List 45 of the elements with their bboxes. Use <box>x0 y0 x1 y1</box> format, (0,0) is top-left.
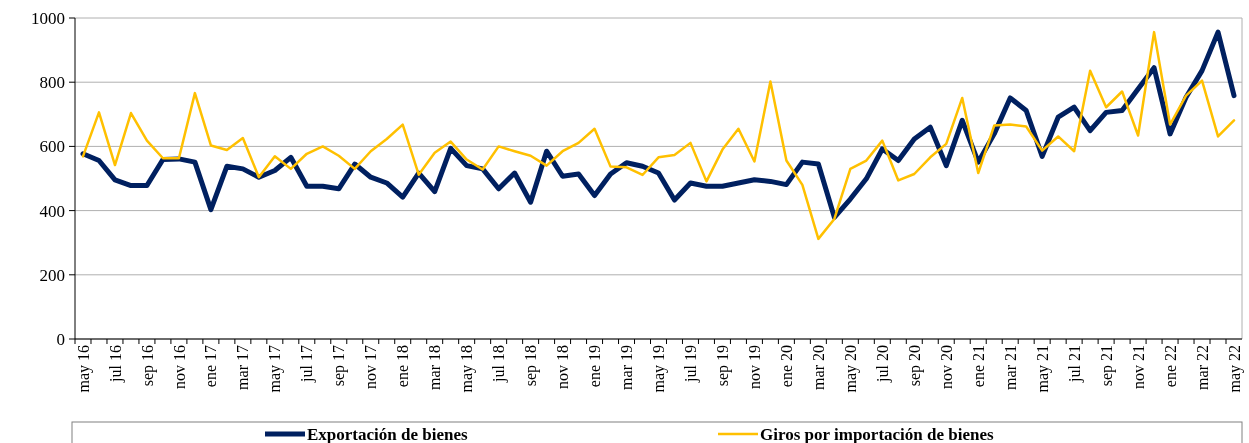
x-tick-label: ene 17 <box>202 345 220 388</box>
y-tick-label: 600 <box>39 137 65 157</box>
x-tick-label: may 17 <box>266 345 285 393</box>
x-tick-label: jul 18 <box>490 345 509 383</box>
x-tick-label: sep 21 <box>1097 345 1116 387</box>
x-tick-label: sep 16 <box>138 345 157 387</box>
x-tick-label: mar 17 <box>234 345 252 390</box>
x-tick-label: may 18 <box>458 345 477 393</box>
x-tick-label: jul 16 <box>106 345 125 383</box>
y-tick-label: 800 <box>39 73 65 93</box>
x-tick-label: nov 20 <box>937 345 955 389</box>
x-tick-label: sep 20 <box>905 345 924 387</box>
x-tick-label: mar 22 <box>1193 345 1211 390</box>
x-tick-label: nov 16 <box>170 345 188 389</box>
x-tick-label: jul 20 <box>873 345 892 383</box>
x-tick-label: sep 19 <box>714 345 733 387</box>
x-tick-label: nov 18 <box>554 345 572 389</box>
y-tick-label: 400 <box>39 201 65 221</box>
x-tick-label: may 19 <box>650 345 669 393</box>
y-tick-label: 0 <box>56 329 65 349</box>
y-tick-label: 1000 <box>31 8 65 28</box>
x-tick-label: jul 19 <box>682 345 701 383</box>
x-tick-label: jul 17 <box>298 345 317 383</box>
x-tick-label: ene 22 <box>1161 345 1179 388</box>
legend-label: Exportación de bienes <box>307 424 468 443</box>
x-tick-label: ene 19 <box>586 345 604 388</box>
y-tick-label: 200 <box>39 265 65 285</box>
x-tick-label: sep 18 <box>522 345 541 387</box>
legend-label: Giros por importación de bienes <box>760 424 994 443</box>
x-tick-label: nov 19 <box>746 345 764 389</box>
x-tick-label: may 16 <box>74 345 93 393</box>
x-tick-label: ene 18 <box>394 345 412 388</box>
x-tick-label: may 22 <box>1225 345 1244 393</box>
x-tick-label: nov 21 <box>1129 345 1147 389</box>
x-tick-label: jul 21 <box>1065 345 1084 383</box>
x-tick-label: mar 18 <box>426 345 444 390</box>
x-tick-label: sep 17 <box>330 345 349 387</box>
x-tick-label: may 21 <box>1033 345 1052 393</box>
x-tick-label: mar 19 <box>618 345 636 390</box>
x-tick-label: may 20 <box>841 345 860 393</box>
x-tick-label: mar 20 <box>809 345 827 390</box>
x-tick-label: nov 17 <box>362 345 380 389</box>
x-tick-label: ene 21 <box>969 345 987 388</box>
x-tick-label: ene 20 <box>777 345 795 388</box>
x-tick-label: mar 21 <box>1001 345 1019 390</box>
